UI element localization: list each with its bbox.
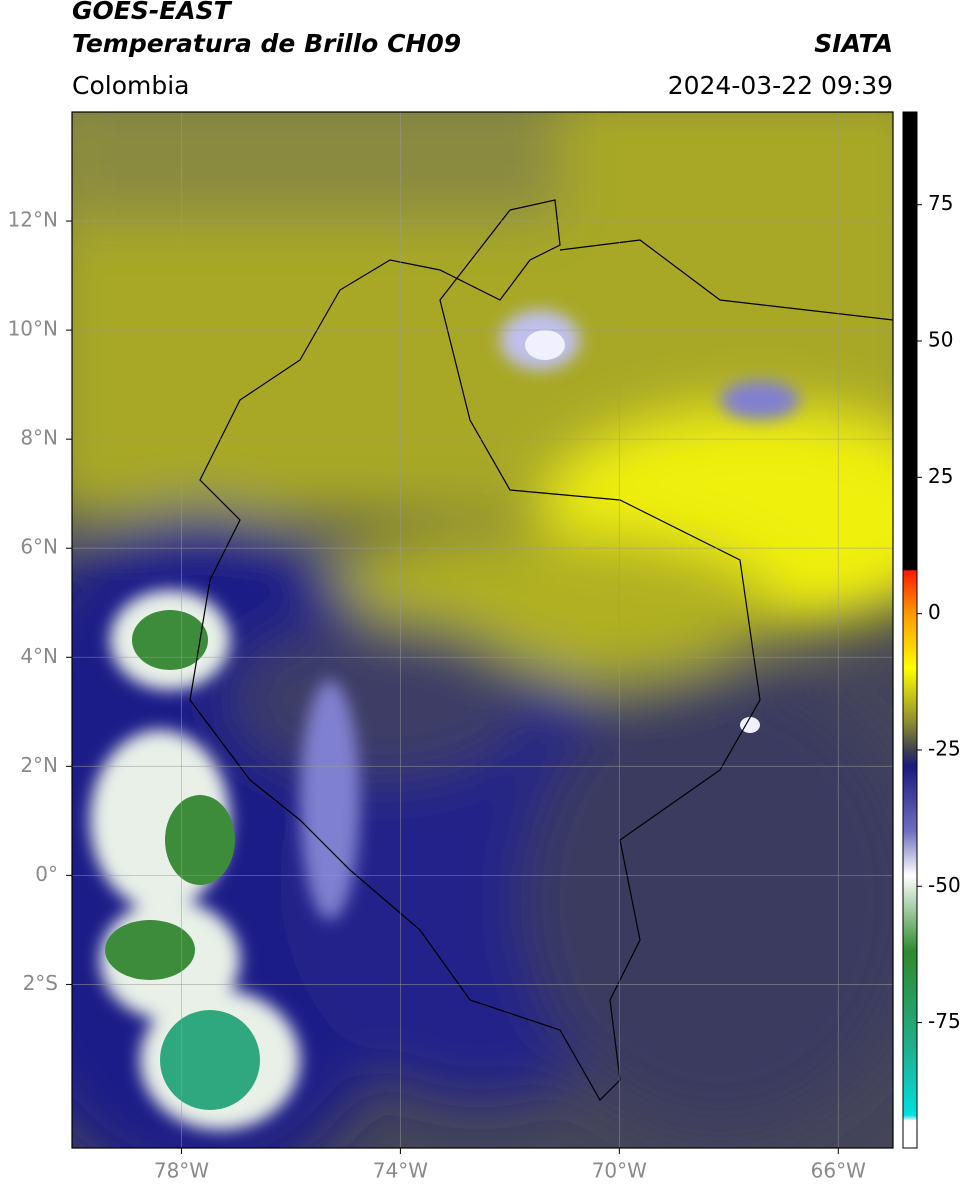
- map-frame: [71, 111, 894, 1149]
- lon-tick-label: 74°W: [373, 1159, 428, 1183]
- satellite-image: [72, 112, 893, 1148]
- lon-tick-label: 66°W: [811, 1159, 866, 1183]
- source: SIATA: [814, 29, 893, 58]
- satellite: GOES-EAST: [72, 0, 233, 25]
- colorbar-tick-label: -50: [928, 873, 961, 897]
- lat-tick-label: 0°: [35, 862, 58, 886]
- colorbar-tick-label: -25: [928, 736, 961, 760]
- colorbar-tick-label: 0: [928, 600, 941, 624]
- lat-tick-label: 2°S: [23, 971, 58, 995]
- lat-tick-label: 4°N: [20, 644, 58, 668]
- colorbar-tick-label: 25: [928, 464, 953, 488]
- colorbar-tick-label: 50: [928, 328, 953, 352]
- datetime: 2024-03-22 09:39: [668, 71, 893, 100]
- lat-tick-label: 10°N: [8, 317, 58, 341]
- lat-tick-label: 12°N: [8, 208, 58, 232]
- colorbar-tick-label: 75: [928, 191, 953, 215]
- lat-tick-label: 8°N: [20, 426, 58, 450]
- product: Temperatura de Brillo CH09: [72, 29, 461, 58]
- lat-tick-label: 6°N: [20, 535, 58, 559]
- lon-tick-label: 78°W: [154, 1159, 209, 1183]
- colorbar-tick-label: -75: [928, 1009, 961, 1033]
- lon-tick-label: 70°W: [592, 1159, 647, 1183]
- colorbar: [902, 111, 918, 1149]
- region: Colombia: [72, 71, 189, 100]
- lat-tick-label: 2°N: [20, 753, 58, 777]
